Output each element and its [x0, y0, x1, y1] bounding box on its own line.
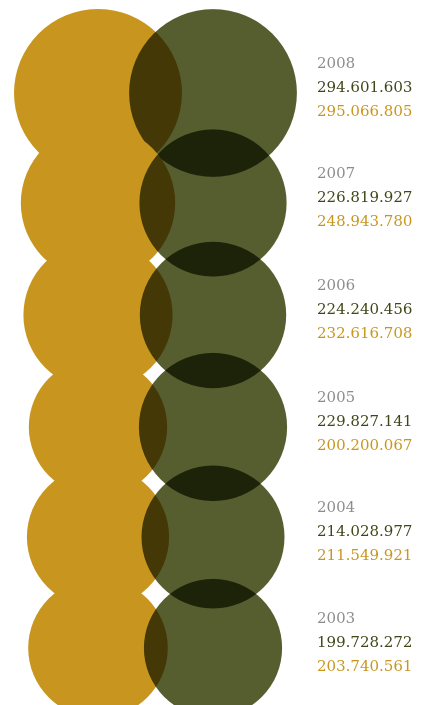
year-label-2008: 2008: [317, 54, 355, 72]
year-label-2007: 2007: [317, 164, 355, 182]
bubble-2008-series-2: [129, 9, 297, 177]
bubble-2003-series-2: [143, 578, 283, 705]
bubble-2006-series-1: [23, 240, 173, 390]
bubble-2005-series-2: [138, 352, 288, 502]
year-label-2004: 2004: [317, 498, 355, 516]
bubble-2004-series-1: [26, 465, 170, 609]
value-label-2006-series-1: 232.616.708: [317, 324, 412, 342]
value-label-2007-series-2: 226.819.927: [317, 188, 412, 206]
year-label-2006: 2006: [317, 276, 355, 294]
bubble-2007-series-2: [139, 129, 287, 277]
value-label-2004-series-1: 211.549.921: [317, 546, 412, 564]
value-label-2005-series-1: 200.200.067: [317, 436, 412, 454]
bubble-2007-series-1: [20, 125, 176, 281]
value-label-2003-series-1: 203.740.561: [317, 657, 412, 675]
value-label-2006-series-2: 224.240.456: [317, 300, 412, 318]
value-label-2003-series-2: 199.728.272: [317, 633, 412, 651]
value-label-2008-series-1: 295.066.805: [317, 102, 412, 120]
bubble-2005-series-1: [28, 357, 168, 497]
value-label-2004-series-2: 214.028.977: [317, 522, 412, 540]
bubble-2003-series-1: [28, 578, 168, 705]
value-label-2008-series-2: 294.601.603: [317, 78, 412, 96]
bubble-2008-series-1: [14, 9, 182, 177]
value-label-2005-series-2: 229.827.141: [317, 412, 412, 430]
year-label-2003: 2003: [317, 609, 355, 627]
year-label-2005: 2005: [317, 388, 355, 406]
bubble-2006-series-2: [139, 241, 287, 389]
value-label-2007-series-1: 248.943.780: [317, 212, 412, 230]
bubble-2004-series-2: [141, 465, 285, 609]
